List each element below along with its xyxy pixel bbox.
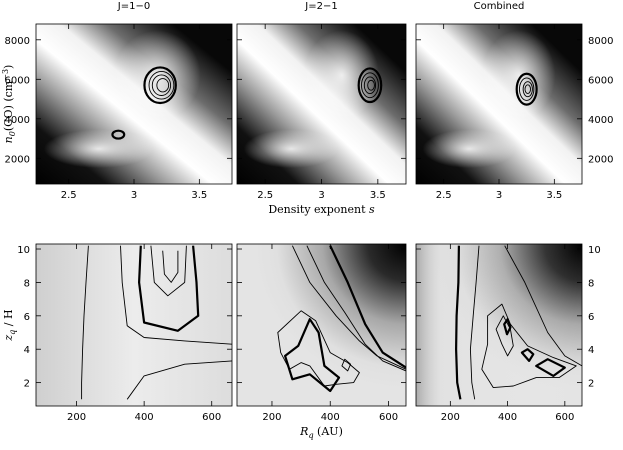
contour-line <box>341 358 352 372</box>
x-tick-label: 3 <box>318 190 324 201</box>
panel-title: J=2−1 <box>304 1 337 12</box>
y-tick-label: 6000 <box>5 75 30 86</box>
y-tick-label-right: 8 <box>588 278 594 289</box>
contour-line <box>495 315 514 357</box>
y-tick-label: 2000 <box>5 154 30 165</box>
contour-line <box>277 310 360 387</box>
contour-line <box>520 348 535 362</box>
x-tick-label: 200 <box>262 412 281 423</box>
top-x-axis-label: Density exponent s <box>268 203 375 216</box>
contour-line <box>503 318 512 336</box>
contour-line <box>143 66 177 105</box>
top-panel-1 <box>35 23 233 185</box>
x-tick-label: 200 <box>441 412 460 423</box>
y-tick-label: 8 <box>24 278 30 289</box>
contour-line <box>329 245 406 369</box>
top-y-axis-label: n0(CO) (cm−3) <box>1 65 17 144</box>
panel-title: J=1−0 <box>117 1 150 12</box>
contour-line <box>515 72 538 106</box>
y-tick-label: 10 <box>17 245 30 256</box>
labels-layer: 2.5 3 3.5 2000 4000 6000 8000 J=1−0 2.5 3 3.5 J=2−1… <box>1 1 613 440</box>
x-tick-label: 2.5 <box>436 190 452 201</box>
y-tick-label-right: 2 <box>588 379 594 390</box>
x-tick-label: 3 <box>131 190 137 201</box>
bottom-x-axis-label: Rq (AU) <box>299 425 343 440</box>
y-tick-label: 6 <box>24 312 30 323</box>
contour-line <box>519 77 535 101</box>
y-tick-label-right: 4 <box>588 345 594 356</box>
y-tick-label: 4 <box>24 345 30 356</box>
top-panel-3 <box>415 23 583 185</box>
x-tick-label: 3.5 <box>191 190 207 201</box>
bottom-y-axis-label: zq / H <box>2 309 17 341</box>
y-tick-label: 8000 <box>5 36 30 47</box>
x-tick-label: 600 <box>555 412 574 423</box>
y-tick-label: 4000 <box>5 115 30 126</box>
x-tick-label: 400 <box>321 412 340 423</box>
contour-line <box>504 245 582 367</box>
panel-frame <box>236 243 407 407</box>
y-tick-label-right: 4000 <box>588 115 613 126</box>
contour-line <box>306 245 406 372</box>
contour-line <box>81 245 89 400</box>
contour-line <box>150 245 187 297</box>
y-tick-label-right: 8000 <box>588 36 613 47</box>
contour-line <box>148 70 175 100</box>
panel-frame <box>415 243 583 407</box>
bottom-panel-1 <box>35 243 233 407</box>
y-tick-label-right: 6 <box>588 312 594 323</box>
y-tick-label-right: 10 <box>588 245 601 256</box>
contour-line <box>363 76 377 94</box>
x-tick-label: 3.5 <box>370 190 386 201</box>
y-tick-label-right: 6000 <box>588 75 613 86</box>
contour-line <box>156 78 170 93</box>
x-tick-label: 200 <box>67 412 86 423</box>
x-tick-label: 2.5 <box>257 190 273 201</box>
y-tick-label: 2 <box>24 379 30 390</box>
y-tick-label-right: 2000 <box>588 154 613 165</box>
x-tick-label: 600 <box>379 412 398 423</box>
contour-line <box>522 81 533 98</box>
contour-line <box>361 72 379 99</box>
panel-frame <box>35 243 233 407</box>
contour-line <box>151 74 172 96</box>
x-tick-label: 400 <box>498 412 517 423</box>
contour-line <box>367 79 375 91</box>
contour-line <box>126 360 232 400</box>
contour-line <box>469 245 480 400</box>
panels-layer <box>35 23 583 407</box>
x-tick-label: 3 <box>496 190 502 201</box>
top-panel-2 <box>236 23 407 185</box>
contour-line <box>138 245 200 332</box>
contour-line <box>284 318 341 393</box>
x-tick-label: 400 <box>135 412 154 423</box>
panel-title: Combined <box>474 1 525 12</box>
contour-line <box>162 250 179 283</box>
contour-line <box>111 129 126 140</box>
contour-line <box>455 245 462 400</box>
x-tick-label: 600 <box>202 412 221 423</box>
contour-line <box>357 67 383 104</box>
bottom-panel-2 <box>236 243 407 407</box>
contour-line <box>524 84 531 94</box>
x-tick-label: 2.5 <box>61 190 77 201</box>
contour-line <box>291 245 406 370</box>
contour-line <box>120 245 232 345</box>
contour-line <box>535 358 566 377</box>
x-tick-label: 3.5 <box>546 190 562 201</box>
bottom-panel-3 <box>415 243 583 407</box>
